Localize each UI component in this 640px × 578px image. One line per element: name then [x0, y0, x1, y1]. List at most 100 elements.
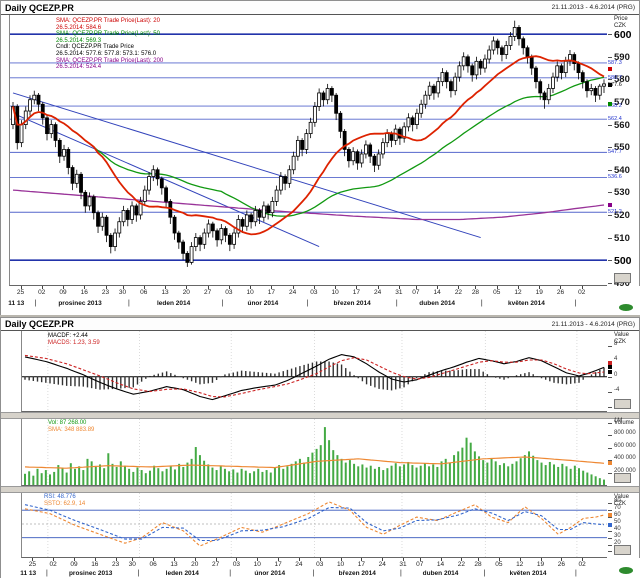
legend-line: 26.5.2014: 524.4 — [56, 64, 102, 71]
axis-corner-box[interactable] — [614, 273, 631, 283]
x-tick-label: 19 — [536, 561, 545, 568]
x-tick-label: 19 — [535, 289, 543, 296]
x-tick-label: 20 — [182, 289, 190, 296]
x-tick-label: 16 — [91, 561, 99, 568]
price-level-label: 521.2 — [608, 209, 622, 216]
x-tick-label: 03 — [310, 289, 318, 296]
x-tick-label: 12 — [516, 561, 524, 568]
x-tick-label: 23 — [101, 289, 110, 296]
month-label: prosinec 2013 — [58, 300, 102, 307]
oscillator-chart-canvas[interactable] — [22, 493, 607, 557]
axis-title: Value — [614, 494, 629, 500]
price-date-range: 21.11.2013 - 4.6.2014 (PRG) — [551, 4, 635, 11]
x-tick-label: 24 — [295, 561, 303, 568]
oscillator-y-axis[interactable]: ValueCZK8070605040302010 — [607, 493, 639, 557]
x-tick-label: 20 — [191, 561, 199, 568]
volume-legend: Vol: 87 268.00 SMA: 348 883.89 — [48, 420, 94, 433]
legend-line: 26.5.2014: 569.3 — [56, 37, 102, 44]
price-level-label: 547.7 — [608, 149, 622, 156]
legend-line: SMA: QCEZP.PR Trade Price(Last): 50 — [56, 31, 160, 38]
price-window-titlebar[interactable]: Daily QCEZP.PR 21.11.2013 - 4.6.2014 (PR… — [1, 1, 639, 15]
y-tick-label: 580 — [614, 74, 630, 86]
x-tick-label: 27 — [203, 289, 212, 296]
last-value-marker — [608, 361, 612, 366]
y-tick-label: 60 — [614, 512, 621, 519]
trendline — [12, 112, 320, 248]
month-label: leden 2014 — [165, 570, 199, 577]
y-tick-label: 70 — [614, 505, 621, 512]
sma200-line — [12, 189, 605, 221]
volume-sma-line — [24, 456, 605, 469]
y-tick-label: 80 — [614, 498, 621, 505]
x-tick-label: 10 — [331, 289, 339, 296]
last-value-marker — [608, 513, 612, 518]
volume-chart-canvas[interactable] — [22, 419, 607, 485]
indicator-window-titlebar[interactable]: Daily QCEZP.PR 21.11.2013 - 4.6.2014 (PR… — [1, 318, 639, 331]
x-tick-label: 26 — [556, 289, 565, 296]
x-tick-label: 02 — [578, 289, 586, 296]
oscillator-plot-area[interactable]: RSI: 48.776 SSTO: 62.9, 14 — [21, 493, 607, 558]
price-y-axis[interactable]: Price CZK 600 590 580 570 560 550 540 530 520 510 50… — [607, 15, 639, 289]
axis-title: Volume — [614, 420, 635, 426]
price-x-axis: 25 02 09 16 23 30 06 13 20 27 03 10 17 24 03 10 17 24 31 07… — [1, 286, 640, 315]
axis-title: CZK — [614, 23, 626, 29]
macd-histogram — [24, 361, 605, 391]
axis-title: Price — [614, 16, 628, 22]
y-tick-label: 560 — [614, 119, 630, 131]
volume-plot-area[interactable]: Vol: 87 268.00 SMA: 348 883.89 — [21, 419, 607, 486]
price-plot-area[interactable]: SMA: QCEZP.PR Trade Price(Last): 20 26.5.… — [9, 15, 607, 286]
price-level-label: 587.3 — [608, 59, 622, 66]
x-tick-label: 05 — [495, 561, 503, 568]
price-level-label: 568.2 — [608, 103, 622, 110]
rsi-line — [24, 504, 605, 542]
x-tick-label: 24 — [288, 289, 297, 296]
x-tick-label: 03 — [225, 289, 233, 296]
x-tick-label: 23 — [112, 561, 120, 568]
axis-corner-box[interactable] — [614, 545, 631, 555]
y-tick-label: 1M — [614, 417, 623, 424]
panel-splitter[interactable] — [1, 486, 639, 493]
axis-corner-box[interactable] — [614, 399, 631, 409]
x-tick-label: 06 — [140, 289, 148, 296]
x-tick-label: 10 — [246, 289, 254, 296]
price-legend: SMA: QCEZP.PR Trade Price(Last): 20 26.5.… — [56, 18, 163, 71]
x-tick-label: 06 — [149, 561, 157, 568]
panel-splitter[interactable] — [1, 412, 639, 419]
month-label: 11 13 — [8, 300, 25, 307]
y-tick-label: 400 000 — [614, 455, 636, 462]
month-label: leden 2014 — [156, 300, 191, 307]
last-value-marker — [608, 522, 612, 527]
axis-title: CZK — [614, 339, 626, 345]
sma20-line — [12, 55, 605, 236]
y-tick-label: 540 — [614, 164, 630, 176]
macd-chart-canvas[interactable] — [22, 331, 607, 411]
month-label: březen 2014 — [338, 570, 376, 577]
x-tick-label: 28 — [474, 561, 482, 568]
brand-logo-icon — [619, 567, 633, 574]
y-tick-label: 4 — [614, 356, 618, 363]
axis-title: Value — [614, 332, 629, 338]
month-label: březen 2014 — [333, 300, 371, 307]
x-tick-label: 09 — [70, 561, 78, 568]
x-tick-label: 03 — [232, 561, 241, 568]
volume-y-axis[interactable]: Volume 1M 800 000 600 000 400 000 200 000 — [607, 417, 639, 485]
legend-line: SSTO: 62.9, 14 — [44, 500, 86, 507]
indicator-chart-window: Daily QCEZP.PR 21.11.2013 - 4.6.2014 (PR… — [0, 317, 640, 578]
price-chart-window: Daily QCEZP.PR 21.11.2013 - 4.6.2014 (PR… — [0, 0, 640, 315]
legend-line: RSI: 48.776 — [44, 494, 76, 500]
y-tick-label: 50 — [614, 518, 621, 525]
last-value-marker — [608, 203, 612, 208]
price-window-title: Daily QCEZP.PR — [5, 2, 74, 13]
y-tick-label: 0 — [614, 371, 618, 378]
legend-line: MACDF: +2.44 — [48, 333, 88, 339]
month-label: únor 2014 — [254, 570, 286, 577]
macd-plot-area[interactable]: MACDF: +2.44 MACDS: 1.23, 3.59 — [21, 331, 607, 412]
x-tick-label: 31 — [399, 561, 407, 568]
legend-line: Vol: 87 268.00 — [48, 420, 87, 426]
y-tick-label: 800 000 — [614, 430, 636, 437]
indicator-date-range: 21.11.2013 - 4.6.2014 (PRG) — [551, 320, 635, 328]
x-tick-label: 05 — [493, 289, 501, 296]
axis-corner-box[interactable] — [614, 473, 631, 483]
price-chart-canvas[interactable] — [10, 15, 607, 285]
